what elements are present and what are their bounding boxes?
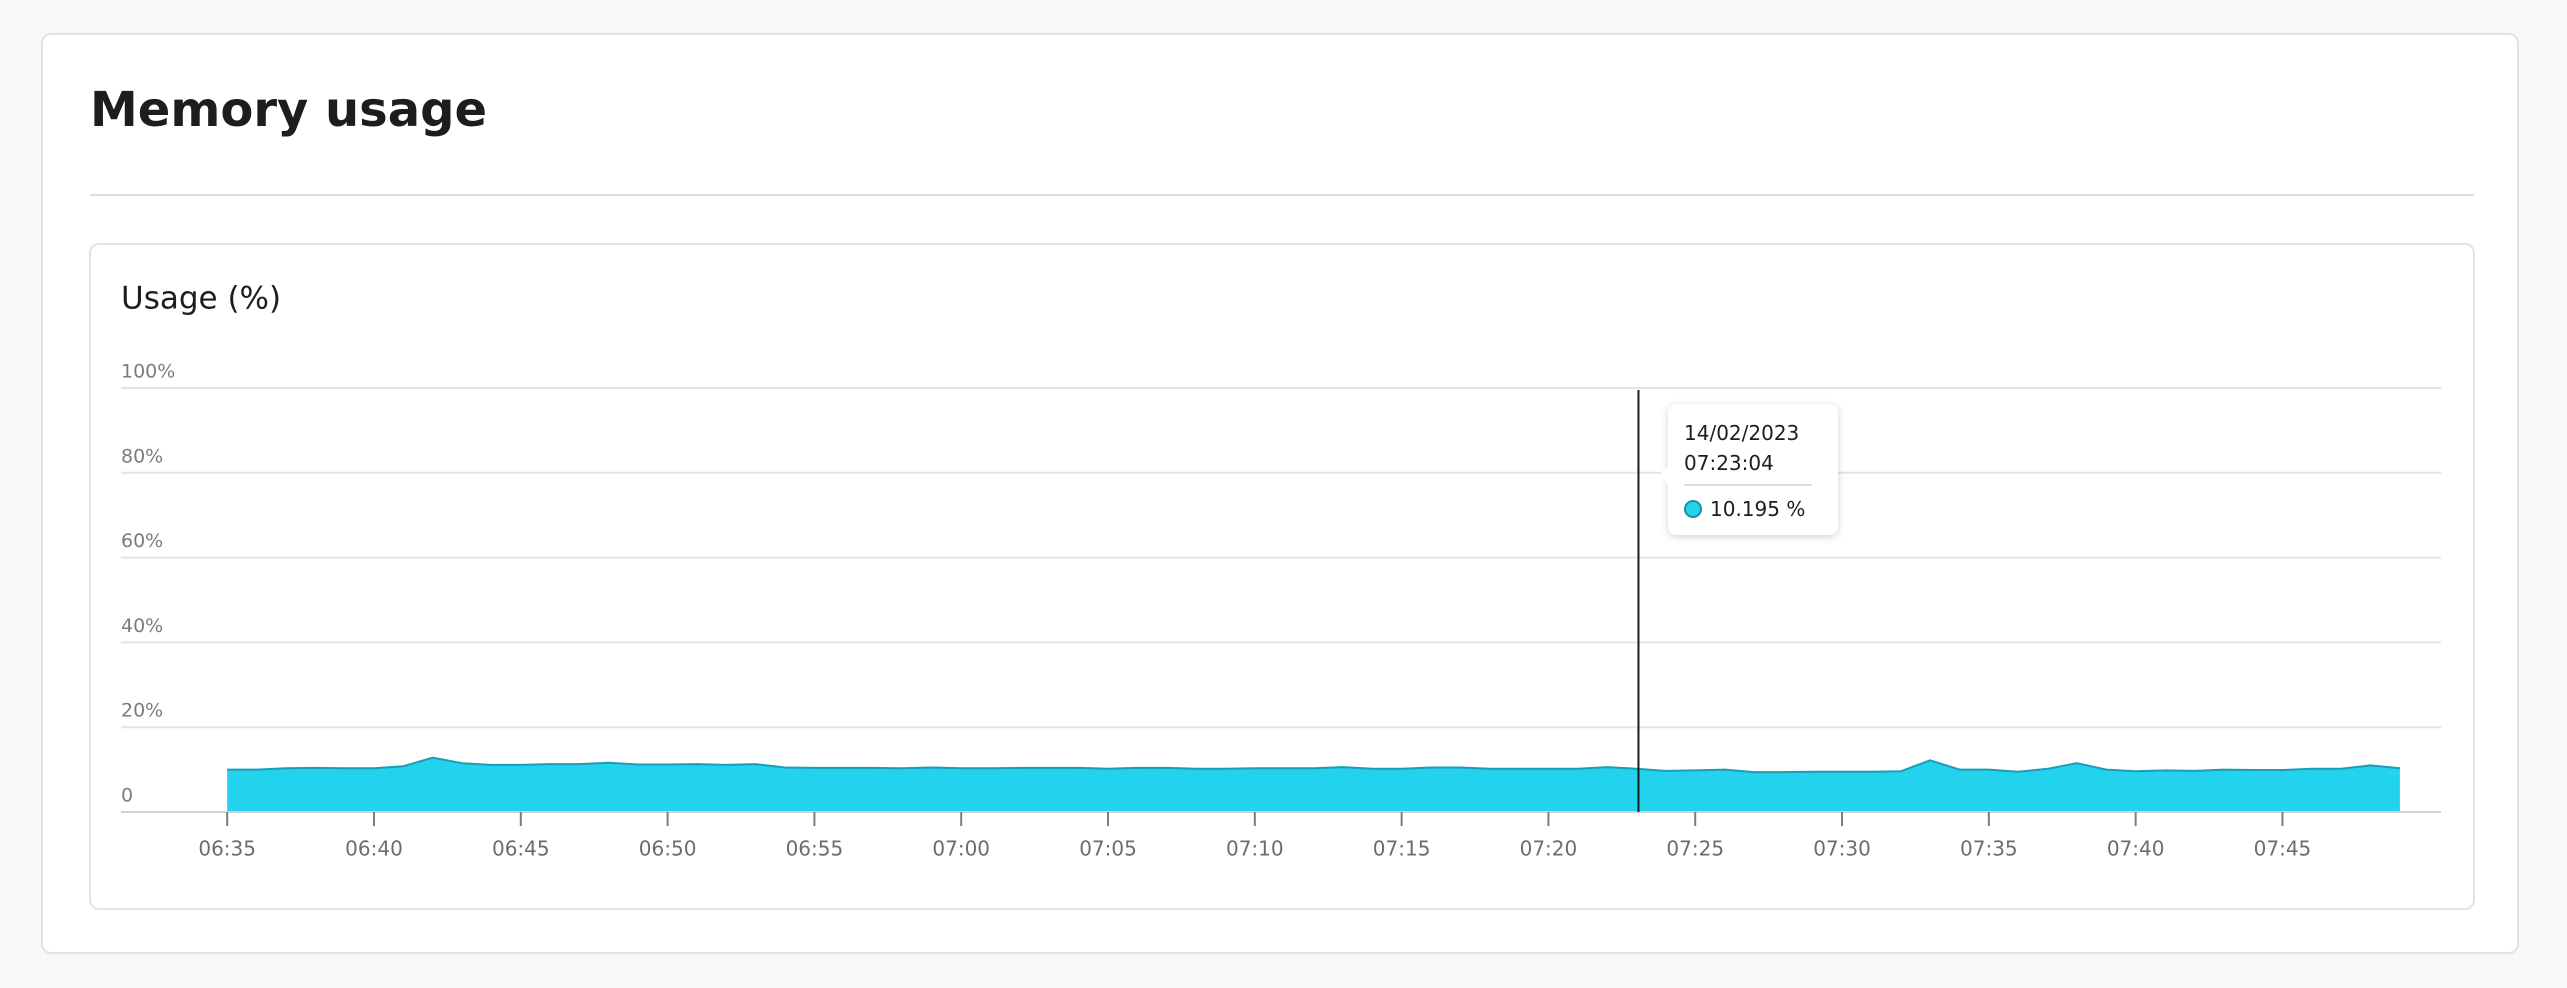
chart-title: Usage (%) bbox=[121, 281, 281, 317]
tooltip-time: 07:23:04 bbox=[1684, 451, 1774, 475]
tooltip-value: 10.195 % bbox=[1710, 497, 1806, 521]
x-tick-label: 07:00 bbox=[932, 837, 990, 861]
x-tick-label: 07:10 bbox=[1226, 837, 1284, 861]
x-tick-label: 07:40 bbox=[2107, 837, 2165, 861]
y-tick-label: 100% bbox=[121, 361, 175, 383]
chart-card bbox=[89, 243, 2475, 910]
y-tick-label: 80% bbox=[121, 445, 163, 467]
area-line bbox=[227, 756, 2400, 774]
x-tick-label: 07:15 bbox=[1373, 837, 1431, 861]
tooltip-date: 14/02/2023 bbox=[1684, 421, 1800, 445]
tooltip-row: 10.195 % bbox=[1684, 494, 1822, 524]
y-tick-label: 60% bbox=[121, 530, 163, 552]
x-tick-label: 06:45 bbox=[492, 837, 550, 861]
x-tick-label: 07:25 bbox=[1666, 837, 1724, 861]
page-title: Memory usage bbox=[90, 82, 488, 138]
tooltip-divider bbox=[1684, 484, 1812, 486]
x-tick-label: 06:50 bbox=[639, 837, 697, 861]
x-tick-label: 07:05 bbox=[1079, 837, 1137, 861]
tooltip-caret bbox=[1659, 466, 1668, 484]
tooltip-swatch bbox=[1684, 500, 1702, 518]
tooltip: 14/02/2023 07:23:04 10.195 % bbox=[1659, 404, 1838, 535]
x-tick-label: 06:35 bbox=[198, 837, 256, 861]
x-tick-label: 07:20 bbox=[1520, 837, 1578, 861]
x-tick-label: 06:55 bbox=[786, 837, 844, 861]
x-tick-label: 07:30 bbox=[1813, 837, 1871, 861]
x-tick-label: 07:35 bbox=[1960, 837, 2018, 861]
x-tick-label: 07:45 bbox=[2254, 837, 2312, 861]
area bbox=[227, 757, 2400, 812]
y-tick-label: 20% bbox=[121, 700, 163, 722]
x-tick-label: 06:40 bbox=[345, 837, 403, 861]
y-tick-label: 0 bbox=[121, 785, 133, 807]
divider bbox=[90, 194, 2474, 196]
y-tick-label: 40% bbox=[121, 615, 163, 637]
